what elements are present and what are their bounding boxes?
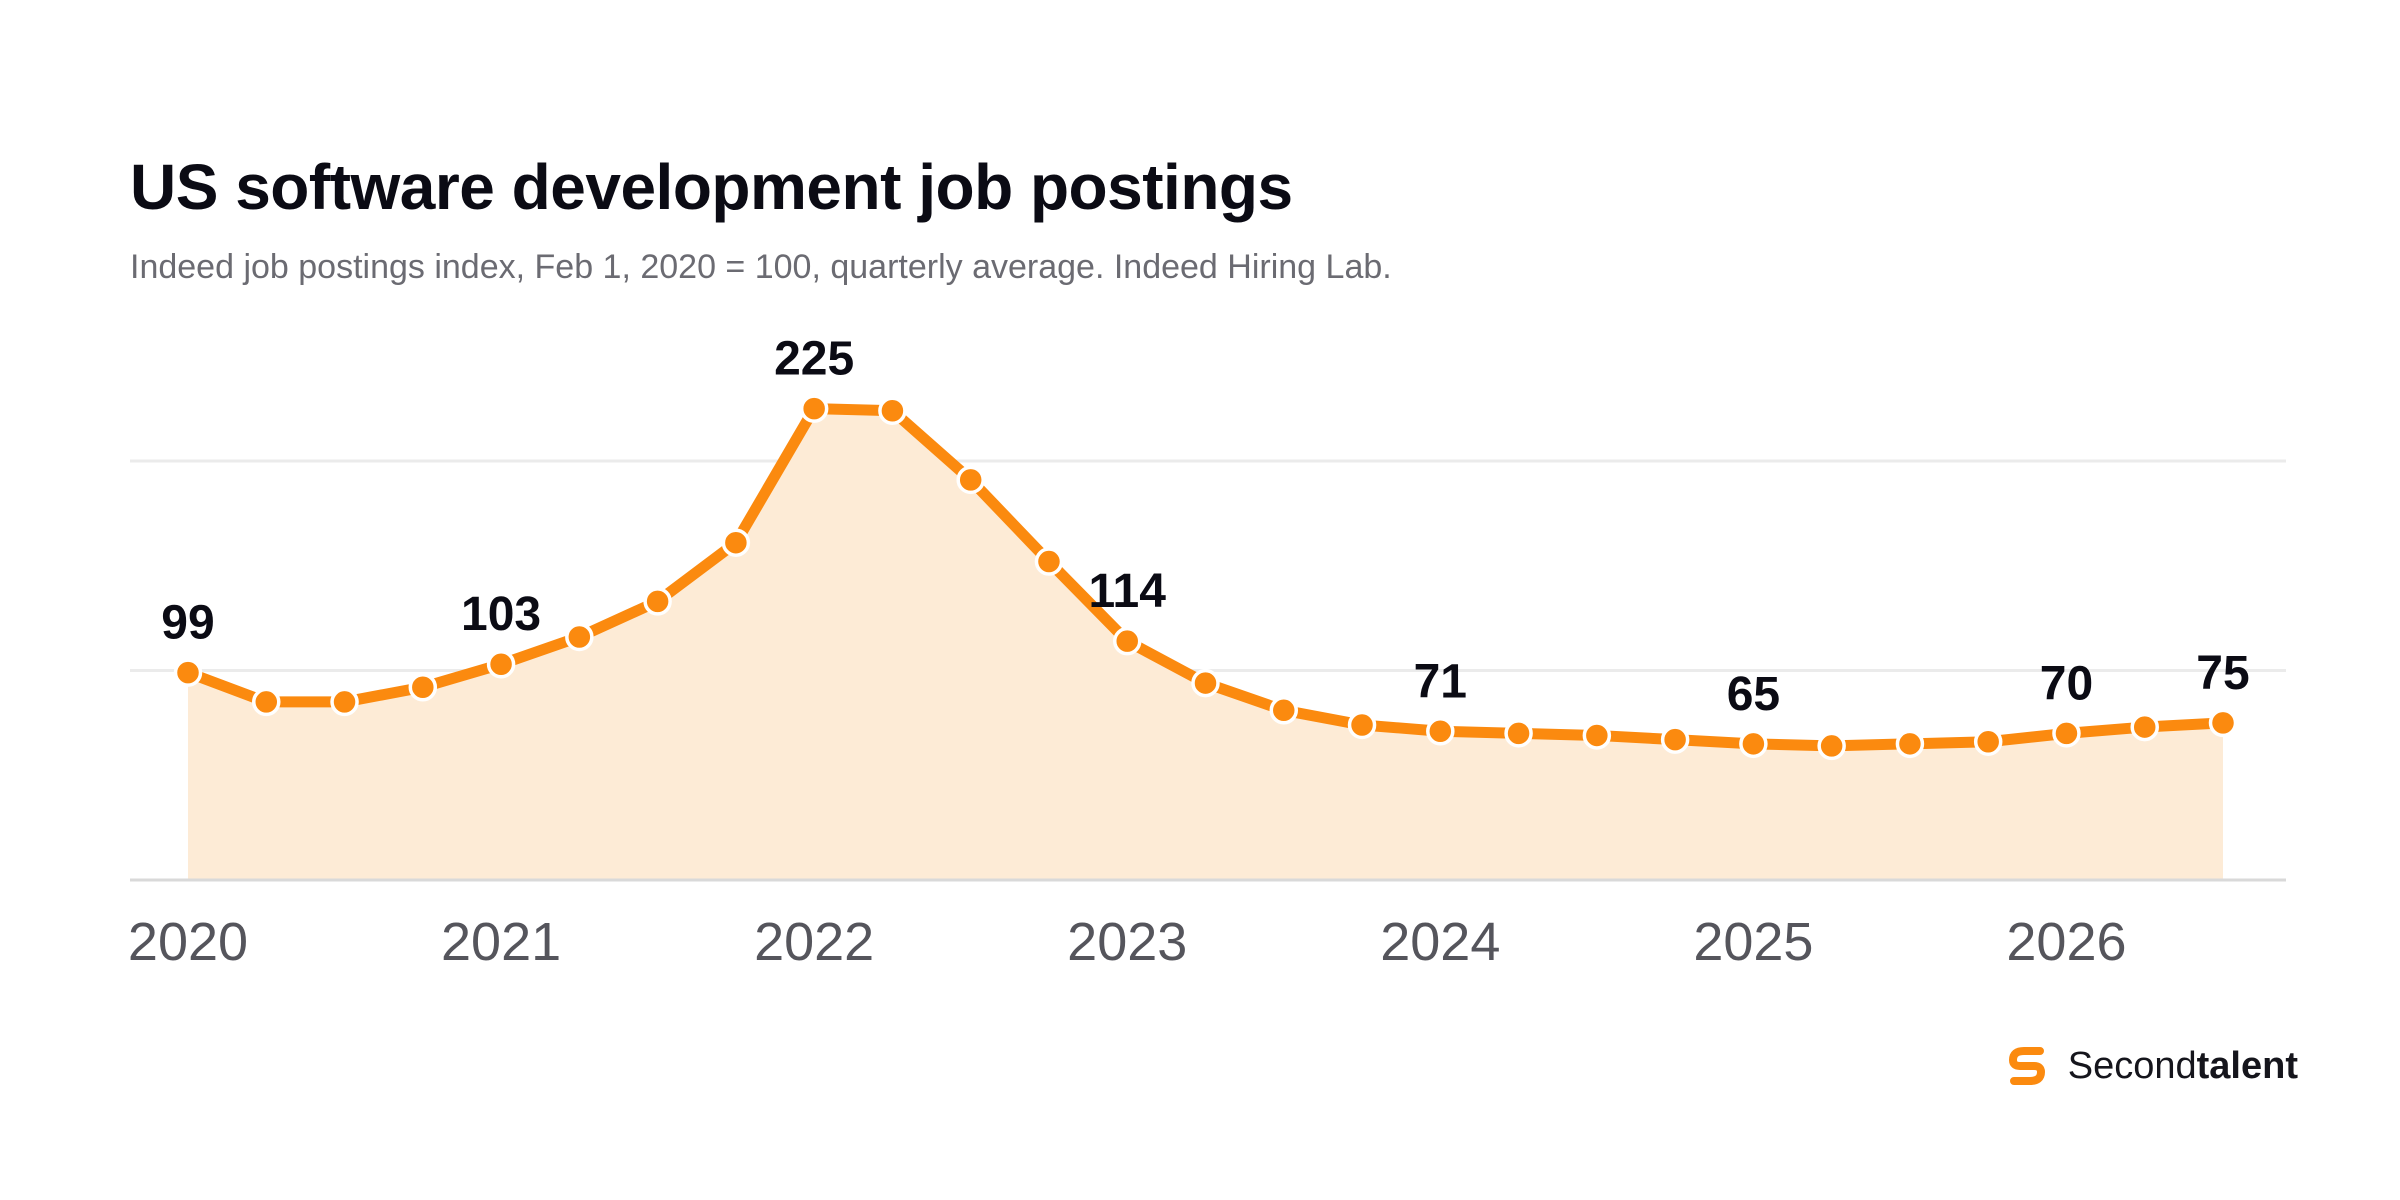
data-point (1426, 717, 1455, 746)
brand-name: Secondtalent (2068, 1045, 2298, 1088)
data-point (721, 528, 751, 557)
chart-title: US software development job postings (130, 151, 1293, 223)
data-label: 225 (774, 333, 854, 386)
data-point (1504, 719, 1533, 748)
brand-name-bold: talent (2196, 1044, 2298, 1087)
data-point (1034, 547, 1064, 576)
x-tick-label: 2020 (128, 912, 248, 972)
data-point (1269, 696, 1299, 725)
data-point (1582, 721, 1612, 750)
data-point (565, 622, 594, 652)
data-label: 65 (1727, 668, 1780, 721)
area-fill (188, 408, 2223, 880)
data-label: 99 (161, 597, 214, 650)
data-point (1347, 710, 1377, 740)
data-point (878, 396, 907, 425)
data-label: 75 (2196, 647, 2249, 700)
x-tick-label: 2024 (1380, 912, 1500, 972)
x-tick-label: 2023 (1067, 912, 1187, 972)
x-tick-label: 2021 (441, 912, 561, 972)
data-point (173, 658, 203, 687)
x-tick-label: 2026 (2006, 912, 2126, 972)
data-point (330, 687, 359, 717)
data-point (1973, 727, 2003, 756)
data-label: 71 (1414, 655, 1467, 708)
data-point (2130, 712, 2159, 742)
data-point (2052, 719, 2081, 748)
x-tick-label: 2022 (754, 912, 874, 972)
secondtalent-logo-icon (2008, 1047, 2045, 1085)
data-point (408, 673, 438, 702)
brand-name-light: Second (2067, 1044, 2197, 1087)
data-point (1660, 725, 1690, 754)
data-point (643, 587, 672, 616)
data-label: 70 (2040, 657, 2093, 710)
data-point (1112, 626, 1142, 656)
data-point (1739, 729, 1768, 759)
data-point (1895, 729, 1925, 759)
x-tick-label: 2025 (1693, 912, 1813, 972)
data-point (252, 687, 281, 717)
chart-subtitle: Indeed job postings index, Feb 1, 2020 =… (130, 248, 1392, 286)
data-label: 103 (461, 588, 541, 641)
data-point (1817, 731, 1846, 761)
brand-logo: Secondtalent (2000, 1038, 2298, 1094)
data-point (1191, 668, 1220, 698)
data-point (799, 394, 829, 423)
data-point (956, 465, 985, 495)
data-point (2208, 708, 2238, 738)
data-point (486, 649, 516, 679)
data-label: 114 (1089, 565, 1167, 618)
